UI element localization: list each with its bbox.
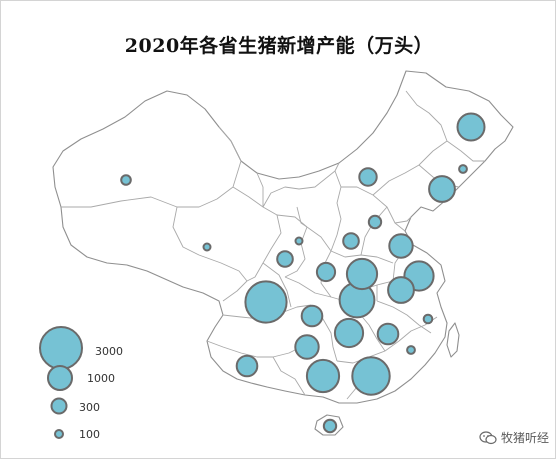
bubble-hunan bbox=[333, 317, 365, 349]
legend-label-100: 100 bbox=[79, 428, 100, 441]
bubble-jiangxi bbox=[376, 322, 400, 346]
bubble-henan bbox=[345, 257, 379, 291]
bubble-chongqing bbox=[300, 304, 324, 328]
bubble-guizhou bbox=[294, 334, 320, 360]
bubble-liaoning bbox=[428, 175, 456, 203]
bubble-hainan bbox=[322, 418, 338, 434]
country-outline bbox=[52, 70, 514, 404]
taiwan-outline bbox=[446, 322, 460, 358]
bubble-gansu bbox=[276, 250, 294, 268]
bubble-xinjiang bbox=[120, 174, 132, 186]
legend-label-1000: 1000 bbox=[87, 372, 115, 385]
bubble-inner-mongolia bbox=[358, 167, 378, 187]
bubble-jilin bbox=[458, 164, 468, 174]
bubble-layer bbox=[120, 112, 486, 434]
legend-bubble-1000 bbox=[47, 365, 73, 391]
wechat-icon bbox=[479, 430, 497, 444]
bubble-anhui bbox=[387, 276, 415, 304]
legend-bubble-300 bbox=[50, 397, 68, 415]
bubble-heilongjiang bbox=[456, 112, 486, 142]
watermark: 牧猪听经 bbox=[479, 429, 549, 446]
legend-label-3000: 3000 bbox=[95, 345, 123, 358]
bubble-hebei bbox=[367, 214, 383, 230]
legend-label-300: 300 bbox=[79, 401, 100, 414]
bubble-shanxi bbox=[342, 232, 360, 250]
bubble-guangxi bbox=[305, 358, 341, 394]
bubble-fujian bbox=[406, 345, 416, 355]
legend: 3000 1000 300 100 bbox=[39, 326, 123, 441]
hainan-outline bbox=[314, 414, 344, 436]
bubble-sichuan bbox=[244, 280, 288, 324]
bubble-tibet bbox=[202, 242, 212, 252]
bubble-shaanxi bbox=[315, 261, 337, 283]
bubble-guangdong bbox=[351, 356, 391, 396]
bubble-zhejiang bbox=[422, 313, 434, 325]
legend-bubble-3000 bbox=[39, 326, 83, 370]
bubble-shandong bbox=[388, 233, 414, 259]
watermark-text: 牧猪听经 bbox=[500, 431, 549, 445]
bubble-yunnan bbox=[235, 354, 259, 378]
bubble-qinghai bbox=[294, 236, 304, 246]
page-title: 2020年各省生猪新增产能（万头） bbox=[124, 35, 434, 57]
legend-bubble-100 bbox=[54, 429, 64, 439]
